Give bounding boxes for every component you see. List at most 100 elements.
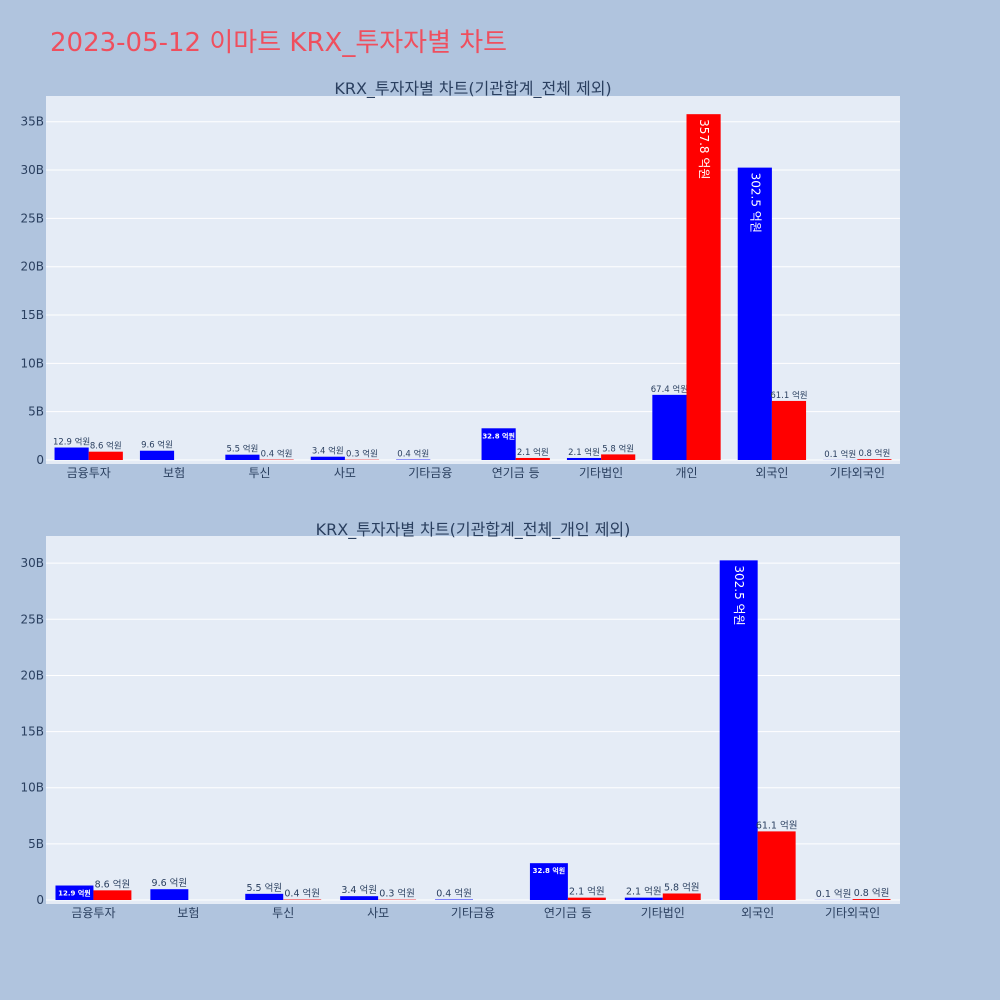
bar <box>225 454 260 460</box>
y-tick-label: 20B <box>20 668 44 682</box>
data-label: 5.8 억원 <box>602 443 634 454</box>
data-label: 9.6 억원 <box>152 877 188 889</box>
bar <box>88 451 123 460</box>
bar <box>857 459 892 460</box>
data-label: 8.6 억원 <box>95 878 131 890</box>
data-label: 0.4 억원 <box>284 888 320 900</box>
bar <box>686 114 721 460</box>
y-tick-label: 0 <box>36 893 44 907</box>
data-label: 5.5 억원 <box>246 882 282 894</box>
bar <box>529 863 568 900</box>
data-label: 67.4 억원 <box>651 384 688 395</box>
y-tick-label: 25B <box>20 612 44 626</box>
bar <box>515 457 550 460</box>
data-label: 2.1 억원 <box>626 886 662 898</box>
data-label: 0.3 억원 <box>379 888 415 900</box>
data-label: 0.4 억원 <box>436 888 472 900</box>
bar <box>757 831 796 900</box>
data-label: 61.1 억원 <box>756 819 798 831</box>
x-tick-label: 기타법인 <box>641 906 685 920</box>
bar <box>54 447 89 460</box>
data-label: 5.8 억원 <box>664 881 700 893</box>
y-tick-label: 25B <box>20 211 44 225</box>
data-label: 0.3 억원 <box>346 449 378 460</box>
x-tick-label: 기타외국인 <box>825 906 880 920</box>
y-tick-label: 15B <box>20 308 44 322</box>
bar <box>139 450 175 460</box>
x-tick-label: 투신 <box>248 466 270 480</box>
y-tick-label: 5B <box>28 405 44 419</box>
bar <box>566 457 602 460</box>
data-label: 302.5 억원 <box>732 565 746 625</box>
y-tick-label: 30B <box>20 163 44 177</box>
chart-1: 0 5B 10B 15B 20B 25B 30B 35B KRX_투자자별 차트(기관합계_전체… <box>20 79 900 480</box>
bar <box>340 896 379 900</box>
chart-title: KRX_투자자별 차트(기관합계_전체_개인 제외) <box>316 520 631 540</box>
x-tick-label: 연기금 등 <box>544 906 592 920</box>
x-tick-label: 투신 <box>272 906 294 920</box>
page-title: 2023-05-12 이마트 KRX_투자자별 차트 <box>50 28 508 58</box>
x-tick-label: 외국인 <box>741 906 774 920</box>
data-label: 0.4 억원 <box>397 449 429 460</box>
x-tick-label: 보험 <box>163 466 185 480</box>
x-tick-label: 금융투자 <box>71 906 115 920</box>
bar <box>481 428 516 460</box>
data-label: 0.8 억원 <box>854 887 890 899</box>
data-label: 0.1 억원 <box>824 449 856 460</box>
y-tick-label: 5B <box>28 837 44 851</box>
bar <box>719 560 758 900</box>
bar <box>55 885 94 900</box>
data-label: 61.1 억원 <box>770 390 807 401</box>
bar <box>624 897 663 900</box>
data-label: 12.9 억원 <box>53 437 90 448</box>
data-label: 5.5 억원 <box>226 444 258 455</box>
data-label: 357.8 억원 <box>697 119 711 179</box>
bar <box>652 394 687 460</box>
y-tick-label: 15B <box>20 725 44 739</box>
data-label: 2.1 억원 <box>569 886 605 898</box>
data-label: 3.4 억원 <box>312 446 344 457</box>
data-label: 0.8 억원 <box>858 448 890 459</box>
data-label: 9.6 억원 <box>141 440 173 451</box>
y-tick-label: 10B <box>20 781 44 795</box>
x-tick-label: 금융투자 <box>67 466 111 480</box>
chart-2: 0 5B 10B 15B 20B 25B 30B KRX_투자자별 차트(기관합계_전체_개인… <box>20 520 900 920</box>
x-tick-label: 기타금융 <box>451 906 495 920</box>
data-label: 0.1 억원 <box>816 888 852 900</box>
y-tick-label: 10B <box>20 356 44 370</box>
y-tick-label: 20B <box>20 260 44 274</box>
x-tick-label: 개인 <box>675 466 697 480</box>
data-label: 32.8 억원 <box>482 431 515 440</box>
bar <box>771 400 807 460</box>
y-tick-label: 35B <box>20 115 44 129</box>
data-label: 3.4 억원 <box>341 884 377 896</box>
data-label: 32.8 억원 <box>533 866 566 875</box>
x-tick-label: 기타법인 <box>579 466 623 480</box>
chart-title: KRX_투자자별 차트(기관합계_전체 제외) <box>334 79 611 99</box>
bar <box>93 890 132 900</box>
bar <box>310 456 345 460</box>
data-label: 0.4 억원 <box>261 449 293 460</box>
x-tick-label: 사모 <box>367 906 389 920</box>
x-tick-label: 외국인 <box>755 466 788 480</box>
bar <box>150 889 189 900</box>
y-tick-label: 30B <box>20 556 44 570</box>
bar <box>567 897 606 900</box>
data-label: 8.6 억원 <box>90 441 122 452</box>
bar <box>245 893 284 900</box>
x-tick-label: 연기금 등 <box>492 466 540 480</box>
x-tick-label: 기타금융 <box>408 466 452 480</box>
bar <box>662 893 701 900</box>
x-tick-label: 보험 <box>177 906 199 920</box>
bar <box>852 899 891 900</box>
data-label: 2.1 억원 <box>568 447 600 458</box>
x-tick-label: 기타외국인 <box>830 466 885 480</box>
y-tick-label: 0 <box>36 453 44 467</box>
data-label: 2.1 억원 <box>517 447 549 458</box>
bar <box>737 167 772 460</box>
data-label: 302.5 억원 <box>748 173 762 233</box>
bar <box>601 454 636 460</box>
x-tick-label: 사모 <box>334 466 356 480</box>
data-label: 12.9 억원 <box>58 889 91 898</box>
